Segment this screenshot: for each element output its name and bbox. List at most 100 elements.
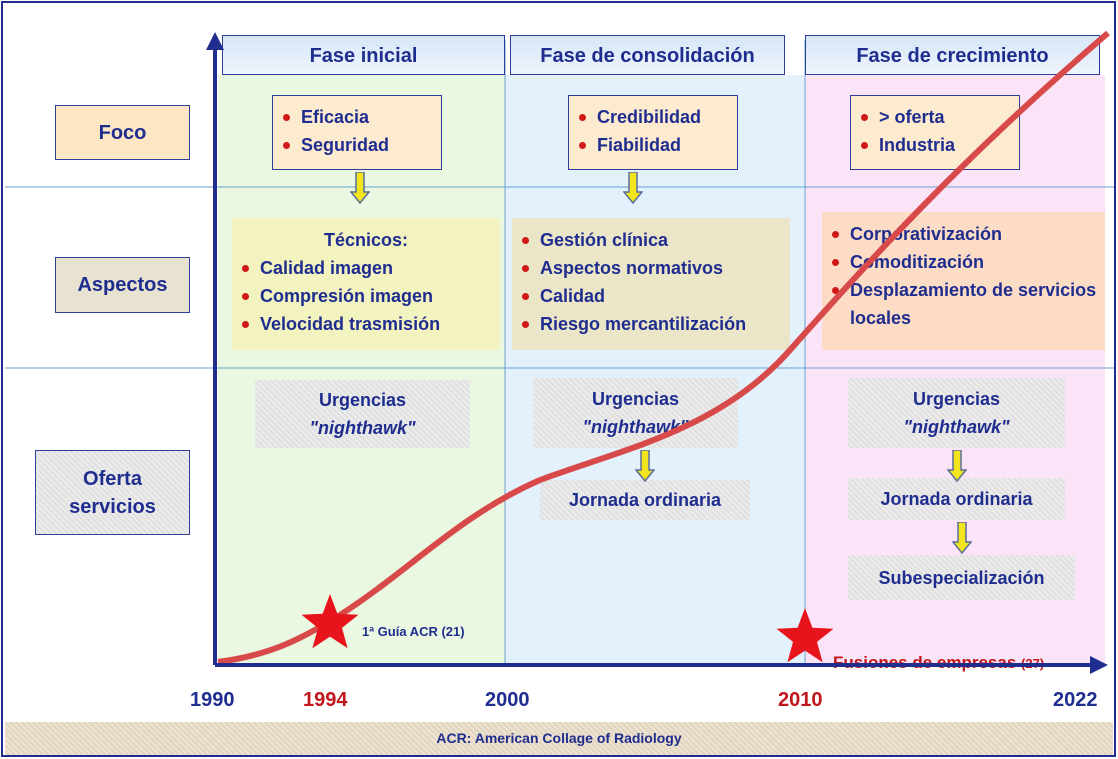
bullet	[242, 293, 249, 300]
offer-box: Jornada ordinaria	[540, 480, 750, 520]
aspects-box: Técnicos: Calidad imagen Compresión imagen…	[232, 218, 500, 350]
bullet	[861, 114, 868, 121]
bullet-item: Seguridad	[279, 131, 435, 159]
offer-title: Urgencias	[912, 389, 1001, 409]
down-arrow	[946, 450, 967, 482]
bullet-text: Desplazamiento de servicios locales	[850, 280, 1097, 328]
arrow-icon	[951, 522, 972, 554]
bullet	[283, 142, 290, 149]
offer-box: Jornada ordinaria	[848, 478, 1065, 520]
offer-note: "nighthawk"	[309, 418, 416, 438]
bullet-item: Gestión clínica	[518, 226, 784, 254]
bullet	[861, 142, 868, 149]
arrow-icon	[946, 450, 967, 482]
year-label: 1990	[190, 689, 235, 711]
bullet-text: Eficacia	[301, 107, 370, 127]
row-label-text: Aspectos	[77, 274, 168, 296]
down-arrow	[635, 450, 655, 482]
bullet-text: Calidad imagen	[260, 258, 394, 278]
phase-header: Fase de crecimiento	[805, 35, 1100, 75]
bullet-item: Comoditización	[828, 248, 1099, 276]
bullet-text: Credibilidad	[597, 107, 702, 127]
bullet-text: Comoditización	[850, 252, 984, 272]
offer-note: "nighthawk"	[582, 417, 689, 437]
offer-title: Urgencias	[318, 390, 407, 410]
footer: ACR: American Collage of Radiology	[5, 722, 1113, 755]
offer-title: Jornada ordinaria	[568, 490, 722, 510]
year-label: 2000	[485, 689, 530, 711]
bullet	[283, 114, 290, 121]
bullet-text: Gestión clínica	[540, 230, 669, 250]
row-label: Oferta servicios	[35, 450, 190, 535]
bullet	[579, 114, 586, 121]
year-label: 2022	[1053, 689, 1098, 711]
bullet-item: > oferta	[857, 103, 1013, 131]
down-arrow	[951, 522, 972, 554]
offer-box: Subespecialización	[848, 555, 1075, 600]
phase-header: Fase inicial	[222, 35, 505, 75]
focus-box: > oferta Industria	[850, 95, 1020, 170]
bullet-text: Calidad	[540, 286, 606, 306]
bullet-item: Eficacia	[279, 103, 435, 131]
bullet	[579, 142, 586, 149]
row-label-text: Foco	[98, 121, 147, 144]
offer-title: Jornada ordinaria	[880, 489, 1033, 509]
bullet-item: Calidad imagen	[238, 254, 494, 282]
event-label: Fusiones de empresas (27)	[833, 650, 1113, 676]
down-arrow	[350, 172, 370, 204]
bullet	[522, 293, 529, 300]
phase-header: Fase de consolidación	[510, 35, 785, 75]
bullet	[242, 265, 249, 272]
bullet-item: Compresión imagen	[238, 282, 494, 310]
bullet-text: Aspectos normativos	[540, 258, 724, 278]
offer-title: Subespecialización	[878, 567, 1045, 588]
offer-box: Urgencias "nighthawk"	[533, 378, 738, 448]
aspects-box: Corporativización Comoditización Desplazam…	[822, 212, 1105, 350]
bullet-item: Riesgo mercantilización	[518, 310, 784, 338]
bullet-text: Fiabilidad	[597, 135, 682, 155]
focus-box: Eficacia Seguridad	[272, 95, 442, 170]
year-label: 1994	[303, 689, 348, 711]
row-label: Foco	[55, 105, 190, 160]
bullet-text: Compresión imagen	[260, 286, 434, 306]
down-arrow	[623, 172, 643, 204]
bullet	[832, 259, 839, 266]
bullet-text: Corporativización	[850, 224, 1003, 244]
bullet	[522, 265, 529, 272]
event-label: 1ª Guía ACR (21)	[362, 624, 465, 639]
bullet-item: Credibilidad	[575, 103, 731, 131]
arrow-icon	[350, 172, 370, 204]
aspects-box: Gestión clínica Aspectos normativos Calida…	[512, 218, 790, 350]
event-ref: (27)	[1021, 656, 1045, 671]
event-text: Fusiones de empresas	[833, 653, 1017, 672]
bullet-item: Industria	[857, 131, 1013, 159]
bullet-item: Desplazamiento de servicios locales	[828, 276, 1099, 332]
bullet	[522, 237, 529, 244]
bullet	[832, 287, 839, 294]
bullet-text: Industria	[879, 135, 956, 155]
bullet-text: > oferta	[879, 107, 945, 127]
bullet	[832, 231, 839, 238]
offer-title: Urgencias	[591, 389, 680, 409]
aspects-title: Técnicos:	[323, 230, 409, 250]
row-label: Aspectos	[55, 257, 190, 313]
row-label-text: servicios	[69, 495, 156, 518]
bullet-text: Velocidad trasmisión	[260, 314, 441, 334]
bullet-item: Fiabilidad	[575, 131, 731, 159]
focus-box: Credibilidad Fiabilidad	[568, 95, 738, 170]
bullet-item: Velocidad trasmisión	[238, 310, 494, 338]
arrow-icon	[635, 450, 655, 482]
bullet	[522, 321, 529, 328]
year-label: 2010	[778, 689, 823, 711]
bullet	[242, 321, 249, 328]
bullet-item: Aspectos normativos	[518, 254, 784, 282]
offer-note: "nighthawk"	[903, 417, 1010, 437]
bullet-item: Corporativización	[828, 220, 1099, 248]
offer-box: Urgencias "nighthawk"	[848, 378, 1065, 448]
bullet-text: Seguridad	[301, 135, 390, 155]
offer-box: Urgencias "nighthawk"	[255, 380, 470, 448]
row-label-text: Oferta	[83, 467, 142, 490]
arrow-icon	[623, 172, 643, 204]
